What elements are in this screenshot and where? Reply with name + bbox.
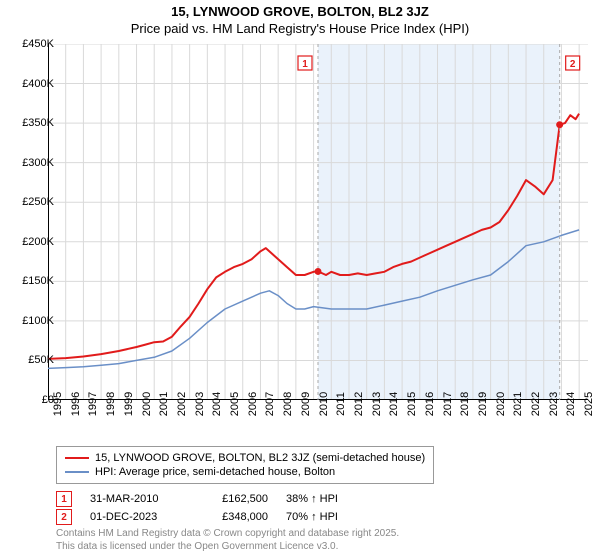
event-table: 1 31-MAR-2010 £162,500 38% ↑ HPI 2 01-DEC-202… (56, 490, 376, 526)
x-tick-label: 2017 (442, 392, 454, 416)
event-date: 01-DEC-2023 (90, 511, 180, 523)
event-row: 2 01-DEC-2023 £348,000 70% ↑ HPI (56, 508, 376, 526)
x-tick-label: 2005 (229, 392, 241, 416)
y-tick-label: £300K (10, 157, 54, 169)
legend-label: HPI: Average price, semi-detached house,… (95, 466, 335, 478)
y-tick-label: £250K (10, 196, 54, 208)
x-tick-label: 2003 (194, 392, 206, 416)
x-tick-label: 2000 (141, 392, 153, 416)
y-tick-label: £50K (10, 354, 54, 366)
legend-label: 15, LYNWOOD GROVE, BOLTON, BL2 3JZ (semi… (95, 452, 425, 464)
y-tick-label: £150K (10, 275, 54, 287)
chart-area: 12 (48, 44, 588, 400)
y-tick-label: £200K (10, 236, 54, 248)
x-tick-label: 2012 (353, 392, 365, 416)
attribution-footer: Contains HM Land Registry data © Crown c… (56, 528, 399, 553)
x-tick-label: 2023 (548, 392, 560, 416)
event-marker-box: 2 (56, 509, 72, 525)
x-tick-label: 2021 (512, 392, 524, 416)
x-tick-label: 2018 (459, 392, 471, 416)
event-date: 31-MAR-2010 (90, 493, 180, 505)
chart-svg: 12 (48, 44, 588, 400)
x-tick-label: 2010 (318, 392, 330, 416)
x-tick-label: 1996 (70, 392, 82, 416)
y-tick-label: £450K (10, 38, 54, 50)
legend-item: HPI: Average price, semi-detached house,… (65, 465, 425, 479)
x-tick-label: 2015 (406, 392, 418, 416)
legend: 15, LYNWOOD GROVE, BOLTON, BL2 3JZ (semi… (56, 446, 434, 484)
footer-line-2: This data is licensed under the Open Gov… (56, 541, 399, 554)
svg-text:2: 2 (570, 59, 576, 70)
event-pct: 70% ↑ HPI (286, 511, 376, 523)
x-tick-label: 2025 (583, 392, 595, 416)
x-tick-label: 2008 (282, 392, 294, 416)
y-tick-label: £350K (10, 117, 54, 129)
legend-item: 15, LYNWOOD GROVE, BOLTON, BL2 3JZ (semi… (65, 451, 425, 465)
x-tick-label: 2002 (176, 392, 188, 416)
x-tick-label: 2001 (158, 392, 170, 416)
chart-container: 15, LYNWOOD GROVE, BOLTON, BL2 3JZ Price… (0, 0, 600, 560)
x-tick-label: 1997 (87, 392, 99, 416)
chart-subtitle: Price paid vs. HM Land Registry's House … (0, 21, 600, 40)
x-tick-label: 1995 (52, 392, 64, 416)
event-row: 1 31-MAR-2010 £162,500 38% ↑ HPI (56, 490, 376, 508)
x-tick-label: 2007 (264, 392, 276, 416)
chart-title: 15, LYNWOOD GROVE, BOLTON, BL2 3JZ (0, 0, 600, 21)
x-tick-label: 2020 (495, 392, 507, 416)
x-tick-label: 2016 (424, 392, 436, 416)
x-tick-label: 1998 (105, 392, 117, 416)
event-pct: 38% ↑ HPI (286, 493, 376, 505)
x-tick-label: 1999 (123, 392, 135, 416)
x-tick-label: 2011 (335, 392, 347, 416)
x-tick-label: 2014 (388, 392, 400, 416)
x-tick-label: 2019 (477, 392, 489, 416)
y-tick-label: £100K (10, 315, 54, 327)
event-price: £348,000 (198, 511, 268, 523)
event-price: £162,500 (198, 493, 268, 505)
x-tick-label: 2009 (300, 392, 312, 416)
legend-swatch (65, 457, 89, 459)
svg-text:1: 1 (302, 59, 308, 70)
x-tick-label: 2022 (530, 392, 542, 416)
x-tick-label: 2024 (565, 392, 577, 416)
event-marker-box: 1 (56, 491, 72, 507)
x-tick-label: 2006 (247, 392, 259, 416)
x-tick-label: 2004 (211, 392, 223, 416)
y-tick-label: £400K (10, 78, 54, 90)
x-tick-label: 2013 (371, 392, 383, 416)
legend-swatch (65, 471, 89, 473)
y-tick-label: £0 (10, 394, 54, 406)
footer-line-1: Contains HM Land Registry data © Crown c… (56, 528, 399, 541)
